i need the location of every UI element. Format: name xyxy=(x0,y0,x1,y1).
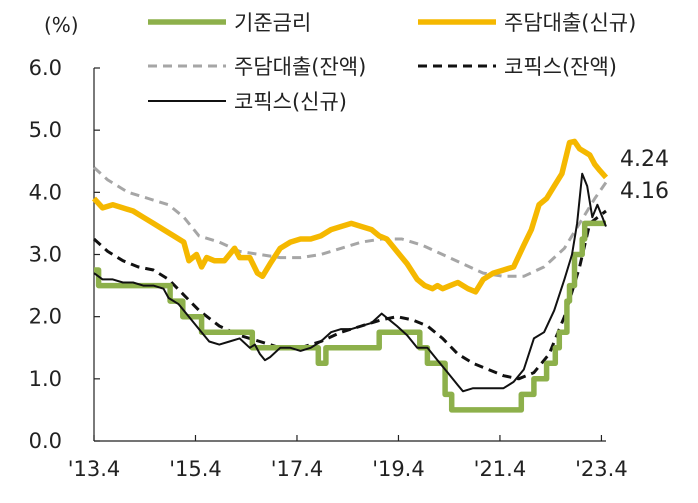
x-tick-label: '21.4 xyxy=(474,457,527,481)
legend-label-2: 주담대출(잔액) xyxy=(234,55,366,79)
series-line-0 xyxy=(94,220,606,413)
x-axis: '13.4 '15.4 '17.4 '19.4 '21.4 '23.4 xyxy=(68,435,628,481)
legend-label-0: 기준금리 xyxy=(234,11,311,35)
y-tick-label: 6.0 xyxy=(29,56,62,80)
y-tick-label: 4.0 xyxy=(29,180,62,204)
y-tick-label: 5.0 xyxy=(29,118,62,142)
x-tick-label: '19.4 xyxy=(372,457,425,481)
legend-label-1: 주담대출(신규) xyxy=(504,11,636,35)
y-tick-label: 1.0 xyxy=(29,367,62,391)
x-tick-label: '23.4 xyxy=(575,457,628,481)
end-labels: 4.24 4.16 xyxy=(620,147,669,204)
end-value-label: 4.24 xyxy=(620,147,669,172)
y-tick-label: 0.0 xyxy=(29,429,62,453)
y-axis: 0.0 1.0 2.0 3.0 4.0 5.0 6.0 xyxy=(29,56,100,453)
y-tick-label: 3.0 xyxy=(29,243,62,267)
x-tick-label: '15.4 xyxy=(169,457,222,481)
series-line-4 xyxy=(93,172,607,393)
legend-label-4: 코픽스(신규) xyxy=(234,90,347,114)
x-tick-label: '17.4 xyxy=(271,457,324,481)
y-tick-label: 2.0 xyxy=(29,305,62,329)
x-tick-label: '13.4 xyxy=(68,457,121,481)
series-line-1 xyxy=(91,138,609,295)
legend-label-3: 코픽스(잔액) xyxy=(504,55,617,79)
end-value-label: 4.16 xyxy=(620,179,669,204)
plot-area xyxy=(91,68,609,442)
y-axis-unit: (%) xyxy=(44,13,79,37)
series-line-2 xyxy=(92,166,608,278)
legend: 기준금리 주담대출(신규) 주담대출(잔액) 코픽스(잔액) 코픽스(신규) xyxy=(148,11,636,114)
